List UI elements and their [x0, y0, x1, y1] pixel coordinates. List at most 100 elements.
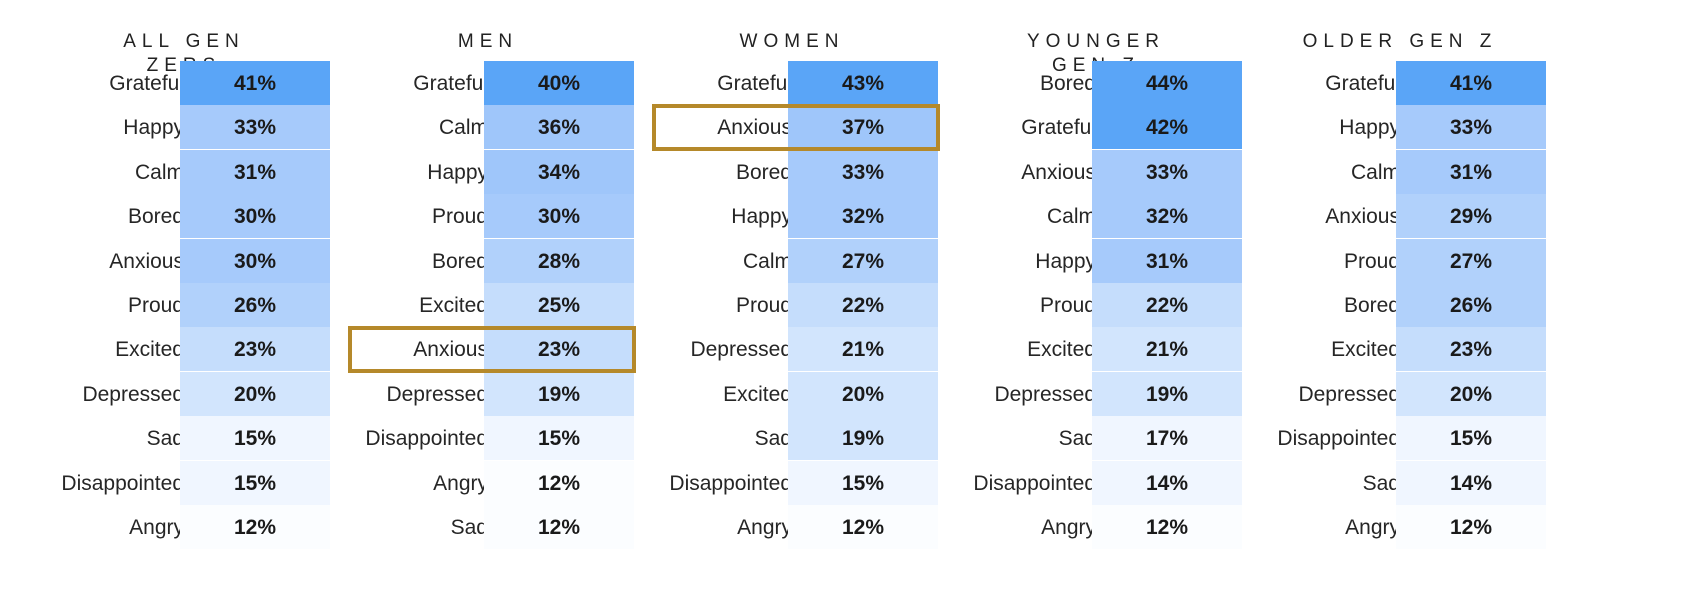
value-cell: 15%	[1396, 416, 1546, 463]
table-row: Anxious 33%	[912, 149, 1242, 196]
panel-title: WOMEN	[739, 31, 845, 52]
table-row: Disappointed 15%	[608, 460, 938, 507]
emotion-label: Calm	[134, 160, 184, 184]
emotion-label: Sad	[1362, 471, 1400, 495]
value-cell: 20%	[180, 371, 330, 418]
panel-title: ALL GEN ZERS	[123, 31, 245, 76]
value-cell: 33%	[1396, 105, 1546, 152]
table-row: Proud 26%	[0, 283, 330, 329]
emotion-label: Sad	[754, 427, 792, 451]
table-row: Grateful 41%	[0, 61, 330, 107]
table-row: Sad 14%	[1216, 460, 1546, 507]
emotion-label: Depressed	[690, 338, 792, 362]
emotion-label: Angry	[737, 516, 792, 539]
value-cell: 26%	[180, 283, 330, 329]
value-cell: 15%	[788, 460, 938, 507]
table-row: Happy 32%	[608, 194, 938, 241]
emotion-label: Proud	[1343, 249, 1400, 273]
value-cell: 12%	[1396, 505, 1546, 551]
table-row: Disappointed 14%	[912, 460, 1242, 507]
table-row: Depressed 19%	[304, 371, 634, 418]
value-cell: 33%	[180, 105, 330, 152]
value-cell: 15%	[180, 460, 330, 507]
table-row: Disappointed 15%	[1216, 416, 1546, 463]
table-row: Disappointed 15%	[304, 416, 634, 463]
emotion-label: Disappointed	[1277, 427, 1400, 451]
table-panel: ALL GEN ZERSGrateful41%Happy33%Calm31%Bo…	[0, 0, 330, 607]
value-cell: 42%	[1092, 105, 1242, 152]
value-cell: 22%	[788, 283, 938, 329]
table-panel: OLDER GEN Z Grateful 41% Happy 33% Calm 31% Anx…	[1216, 0, 1546, 607]
table-row: Anxious 37%	[608, 105, 938, 152]
emotion-label: Depressed	[1298, 382, 1400, 406]
table-row: Grateful 41%	[1216, 61, 1546, 107]
table-row: Anxious 29%	[1216, 194, 1546, 241]
table-row: Sad 15%	[0, 416, 330, 463]
table-row: Excited 23%	[1216, 327, 1546, 374]
value-cell: 29%	[1396, 194, 1546, 241]
table-row: Happy 33%	[1216, 105, 1546, 152]
panel-title: MEN	[457, 31, 519, 52]
emotion-label: Sad	[146, 427, 184, 451]
table-row: Calm 36%	[304, 105, 634, 152]
emotion-label: Anxious	[413, 338, 488, 362]
table-row: Calm 31%	[0, 149, 330, 196]
table-row: Calm 31%	[1216, 149, 1546, 196]
value-cell: 43%	[788, 61, 938, 107]
table-row: Disappointed 15%	[0, 460, 330, 507]
value-cell: 12%	[788, 505, 938, 551]
table-row: Bored 28%	[304, 238, 634, 285]
emotion-label: Anxious	[1021, 160, 1096, 184]
emotion-label: Happy	[1035, 249, 1096, 273]
emotion-label: Sad	[450, 516, 488, 539]
emotion-label: Bored	[1343, 294, 1400, 317]
emotion-label: Proud	[735, 294, 792, 317]
emotion-label: Angry	[1345, 516, 1400, 539]
table-row: Proud 22%	[608, 283, 938, 329]
emotion-label: Excited	[115, 338, 184, 362]
table-row: Sad 19%	[608, 416, 938, 463]
value-cell: 33%	[1092, 149, 1242, 196]
table-row: Sad 17%	[912, 416, 1242, 463]
table-row: Bored 26%	[1216, 283, 1546, 329]
value-cell: 12%	[180, 505, 330, 551]
emotion-label: Calm	[742, 249, 792, 273]
value-cell: 33%	[788, 149, 938, 196]
table-row: Happy 33%	[0, 105, 330, 152]
table-row: Calm 32%	[912, 194, 1242, 241]
table-row: Anxious 30%	[0, 238, 330, 285]
emotion-label: Proud	[127, 294, 184, 317]
value-cell: 31%	[1396, 149, 1546, 196]
emotion-label: Happy	[427, 160, 488, 184]
emotion-label: Calm	[1046, 205, 1096, 229]
emotion-label: Excited	[1027, 338, 1096, 362]
table-row: Proud 30%	[304, 194, 634, 241]
table-row: Anxious 23%	[304, 327, 634, 374]
emotion-label: Sad	[1058, 427, 1096, 451]
emotion-label: Grateful	[413, 72, 488, 95]
emotion-label: Excited	[419, 294, 488, 317]
value-cell: 14%	[1092, 460, 1242, 507]
table-row: Grateful 42%	[912, 105, 1242, 152]
emotion-label: Anxious	[109, 249, 184, 273]
emotion-label: Bored	[431, 249, 488, 273]
value-cell: 12%	[1092, 505, 1242, 551]
emotion-label: Disappointed	[365, 427, 488, 451]
emotion-label: Excited	[1331, 338, 1400, 362]
table-row: Depressed 20%	[0, 371, 330, 418]
table-row: Grateful 43%	[608, 61, 938, 107]
table-row: Grateful 40%	[304, 61, 634, 107]
emotion-label: Proud	[1039, 294, 1096, 317]
table-row: Excited 21%	[912, 327, 1242, 374]
emotion-label: Happy	[1339, 116, 1400, 140]
emotion-label: Grateful	[1021, 116, 1096, 140]
value-cell: 12%	[484, 505, 634, 551]
table-panel: YOUNGER GEN ZBored44%Grateful42%Anxious3…	[912, 0, 1242, 607]
emotion-label: Happy	[731, 205, 792, 229]
table-panel: WOMEN Grateful 43% Anxious 37% Bored 33% Happy 3…	[608, 0, 940, 607]
emotion-label: Grateful	[109, 72, 184, 95]
table-panel: MEN Grateful 40% Calm 36% Happy 34% Proud 30% Bor…	[304, 0, 636, 607]
emotion-label: Bored	[735, 160, 792, 184]
emotion-label: Angry	[129, 516, 184, 539]
